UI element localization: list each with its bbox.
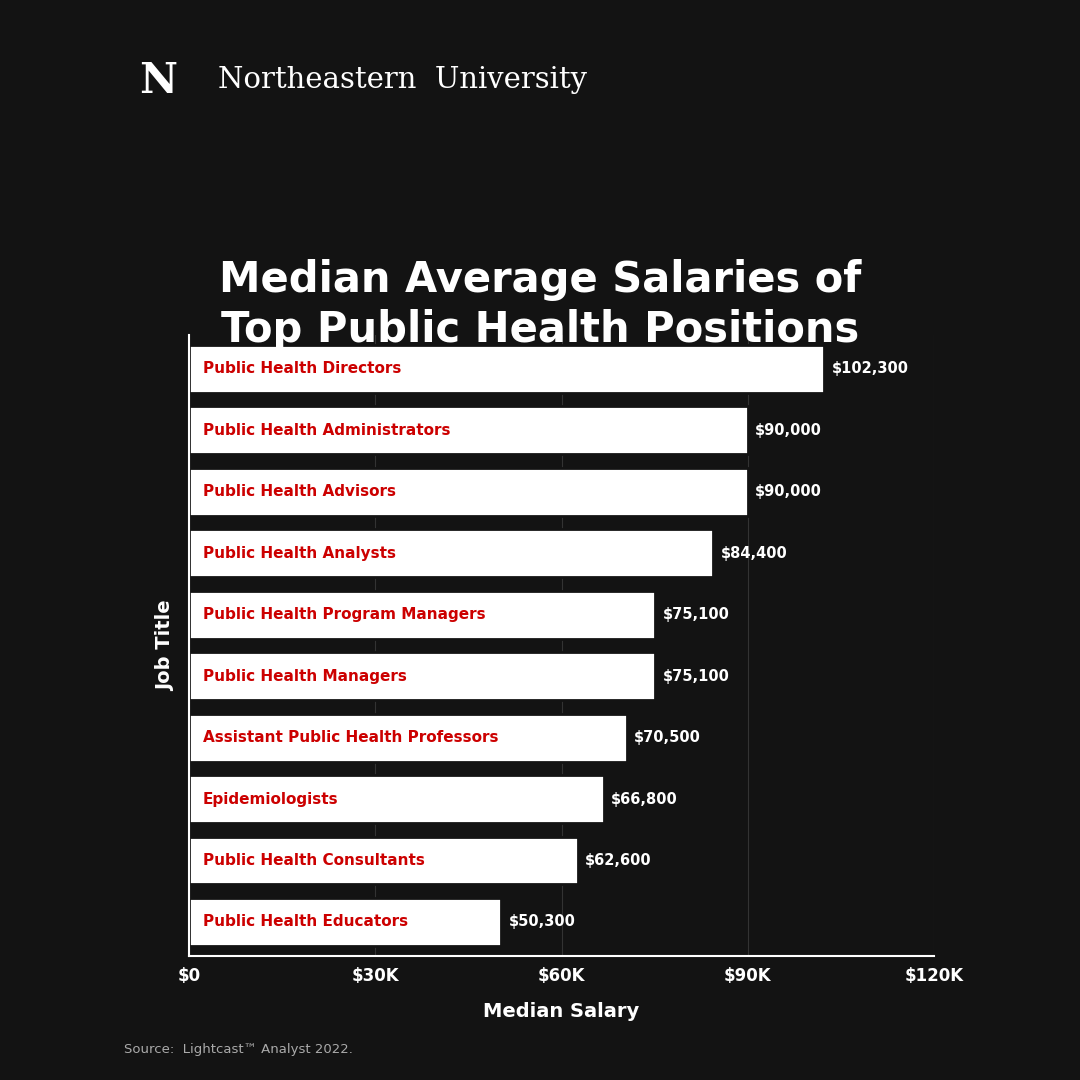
Text: Public Health Educators: Public Health Educators: [203, 915, 408, 930]
Bar: [189, 345, 824, 393]
Text: Northeastern  University: Northeastern University: [218, 66, 588, 94]
Text: $75,100: $75,100: [663, 669, 730, 684]
Text: $62,600: $62,600: [585, 853, 652, 868]
Text: $102,300: $102,300: [832, 361, 908, 376]
Text: Public Health Directors: Public Health Directors: [203, 361, 401, 376]
Bar: [189, 897, 501, 946]
Text: Public Health Consultants: Public Health Consultants: [203, 853, 424, 868]
Bar: [189, 529, 713, 577]
Text: Public Health Administrators: Public Health Administrators: [203, 422, 450, 437]
Text: Public Health Managers: Public Health Managers: [203, 669, 406, 684]
Bar: [189, 406, 748, 454]
Bar: [189, 714, 626, 761]
Text: $50,300: $50,300: [509, 915, 576, 930]
Text: Median Average Salaries of
Top Public Health Positions: Median Average Salaries of Top Public He…: [219, 259, 861, 351]
Bar: [189, 468, 748, 515]
Text: $70,500: $70,500: [634, 730, 701, 745]
Text: $66,800: $66,800: [611, 792, 678, 807]
Text: $75,100: $75,100: [663, 607, 730, 622]
X-axis label: Median Salary: Median Salary: [484, 1001, 639, 1021]
Text: Assistant Public Health Professors: Assistant Public Health Professors: [203, 730, 498, 745]
Text: Public Health Advisors: Public Health Advisors: [203, 484, 395, 499]
Text: $90,000: $90,000: [755, 422, 822, 437]
Text: Public Health Analysts: Public Health Analysts: [203, 545, 395, 561]
Bar: [189, 775, 604, 823]
Text: Public Health Program Managers: Public Health Program Managers: [203, 607, 485, 622]
Text: $90,000: $90,000: [755, 484, 822, 499]
Text: Epidemiologists: Epidemiologists: [203, 792, 338, 807]
Bar: [189, 652, 656, 700]
Bar: [189, 837, 578, 885]
Text: $84,400: $84,400: [720, 545, 787, 561]
Bar: [189, 591, 656, 638]
Text: N: N: [138, 60, 177, 103]
Text: Source:  Lightcast™ Analyst 2022.: Source: Lightcast™ Analyst 2022.: [124, 1043, 353, 1056]
Y-axis label: Job Title: Job Title: [157, 600, 175, 690]
